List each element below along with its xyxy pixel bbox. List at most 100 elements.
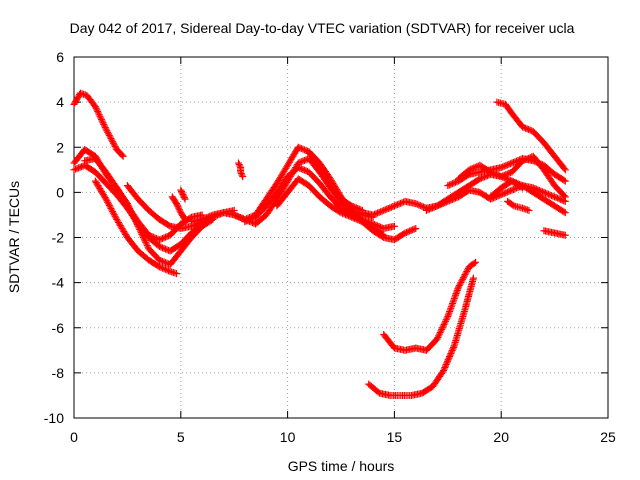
data-point — [207, 212, 215, 220]
data-point — [497, 164, 505, 172]
data-point — [561, 177, 569, 185]
data-point — [245, 216, 253, 224]
data-point — [451, 178, 459, 186]
data-point — [247, 215, 255, 223]
data-point — [448, 348, 456, 356]
data-point — [447, 196, 455, 204]
data-point — [445, 354, 453, 362]
data-point — [160, 265, 168, 273]
data-point — [155, 256, 163, 264]
data-point — [491, 170, 499, 178]
data-point — [509, 201, 517, 209]
data-point — [203, 214, 211, 222]
data-point — [158, 234, 166, 242]
data-point — [107, 135, 115, 143]
data-point — [459, 275, 467, 283]
data-point — [180, 214, 188, 222]
data-point — [519, 123, 527, 131]
data-point — [244, 216, 252, 224]
data-point — [75, 164, 83, 172]
data-point — [157, 235, 165, 243]
data-point — [397, 199, 405, 207]
data-point — [467, 165, 475, 173]
data-point — [561, 193, 569, 201]
data-point — [235, 161, 243, 169]
data-point — [560, 176, 568, 184]
data-point — [369, 211, 377, 219]
data-point — [509, 158, 517, 166]
data-point — [448, 195, 456, 203]
data-point — [551, 193, 559, 201]
data-point — [435, 330, 443, 338]
data-point — [514, 180, 522, 188]
data-point — [503, 188, 511, 196]
data-point — [455, 282, 463, 290]
data-point — [371, 210, 379, 218]
series-arc-22 — [540, 227, 569, 239]
data-point — [537, 187, 545, 195]
data-point — [123, 200, 131, 208]
data-point — [109, 139, 117, 147]
data-point — [160, 244, 168, 252]
data-point — [97, 116, 105, 124]
series-arc-12 — [241, 164, 398, 232]
data-point — [97, 114, 105, 122]
data-point — [548, 192, 556, 200]
data-point — [103, 127, 111, 135]
x-tick-label: 20 — [493, 429, 509, 445]
data-point — [450, 179, 458, 187]
data-point — [70, 166, 78, 174]
data-point — [465, 166, 473, 174]
series-arc-18 — [454, 152, 569, 201]
data-point — [443, 314, 451, 322]
data-point — [392, 201, 400, 209]
data-point — [470, 164, 478, 172]
data-point — [535, 186, 543, 194]
data-point — [76, 163, 84, 171]
data-point — [107, 205, 115, 213]
data-point — [374, 209, 382, 217]
data-point — [415, 201, 423, 209]
data-point — [476, 175, 484, 183]
x-axis-label: GPS time / hours — [288, 458, 395, 474]
data-point — [502, 189, 510, 197]
data-point — [297, 145, 305, 153]
data-point — [342, 211, 350, 219]
data-point — [440, 321, 448, 329]
y-tick-label: 2 — [56, 139, 64, 155]
data-point — [505, 160, 513, 168]
data-point — [345, 212, 353, 220]
data-point — [439, 368, 447, 376]
data-point — [112, 214, 120, 222]
data-point — [142, 240, 150, 248]
data-point — [389, 203, 397, 211]
data-point — [441, 364, 449, 372]
data-point — [558, 196, 566, 204]
y-tick-label: -4 — [52, 275, 65, 291]
data-point — [419, 203, 427, 211]
data-point — [390, 222, 398, 230]
series-arc-4 — [81, 155, 217, 269]
data-point — [241, 218, 249, 226]
series-arc-23 — [380, 258, 480, 354]
data-point — [436, 201, 444, 209]
data-point — [499, 190, 507, 198]
data-point — [401, 229, 409, 237]
data-point — [233, 212, 241, 220]
data-point — [294, 164, 302, 172]
data-point — [560, 164, 568, 172]
data-point — [108, 206, 116, 214]
data-point — [557, 195, 565, 203]
data-point — [109, 138, 117, 146]
data-point — [520, 124, 528, 132]
data-point — [155, 263, 163, 271]
data-point — [457, 278, 465, 286]
data-point — [299, 157, 307, 165]
x-tick-label: 0 — [70, 429, 78, 445]
data-point — [432, 203, 440, 211]
data-point — [163, 266, 171, 274]
y-tick-label: -6 — [52, 320, 65, 336]
data-point — [454, 283, 462, 291]
data-point — [180, 194, 188, 202]
data-point — [416, 202, 424, 210]
